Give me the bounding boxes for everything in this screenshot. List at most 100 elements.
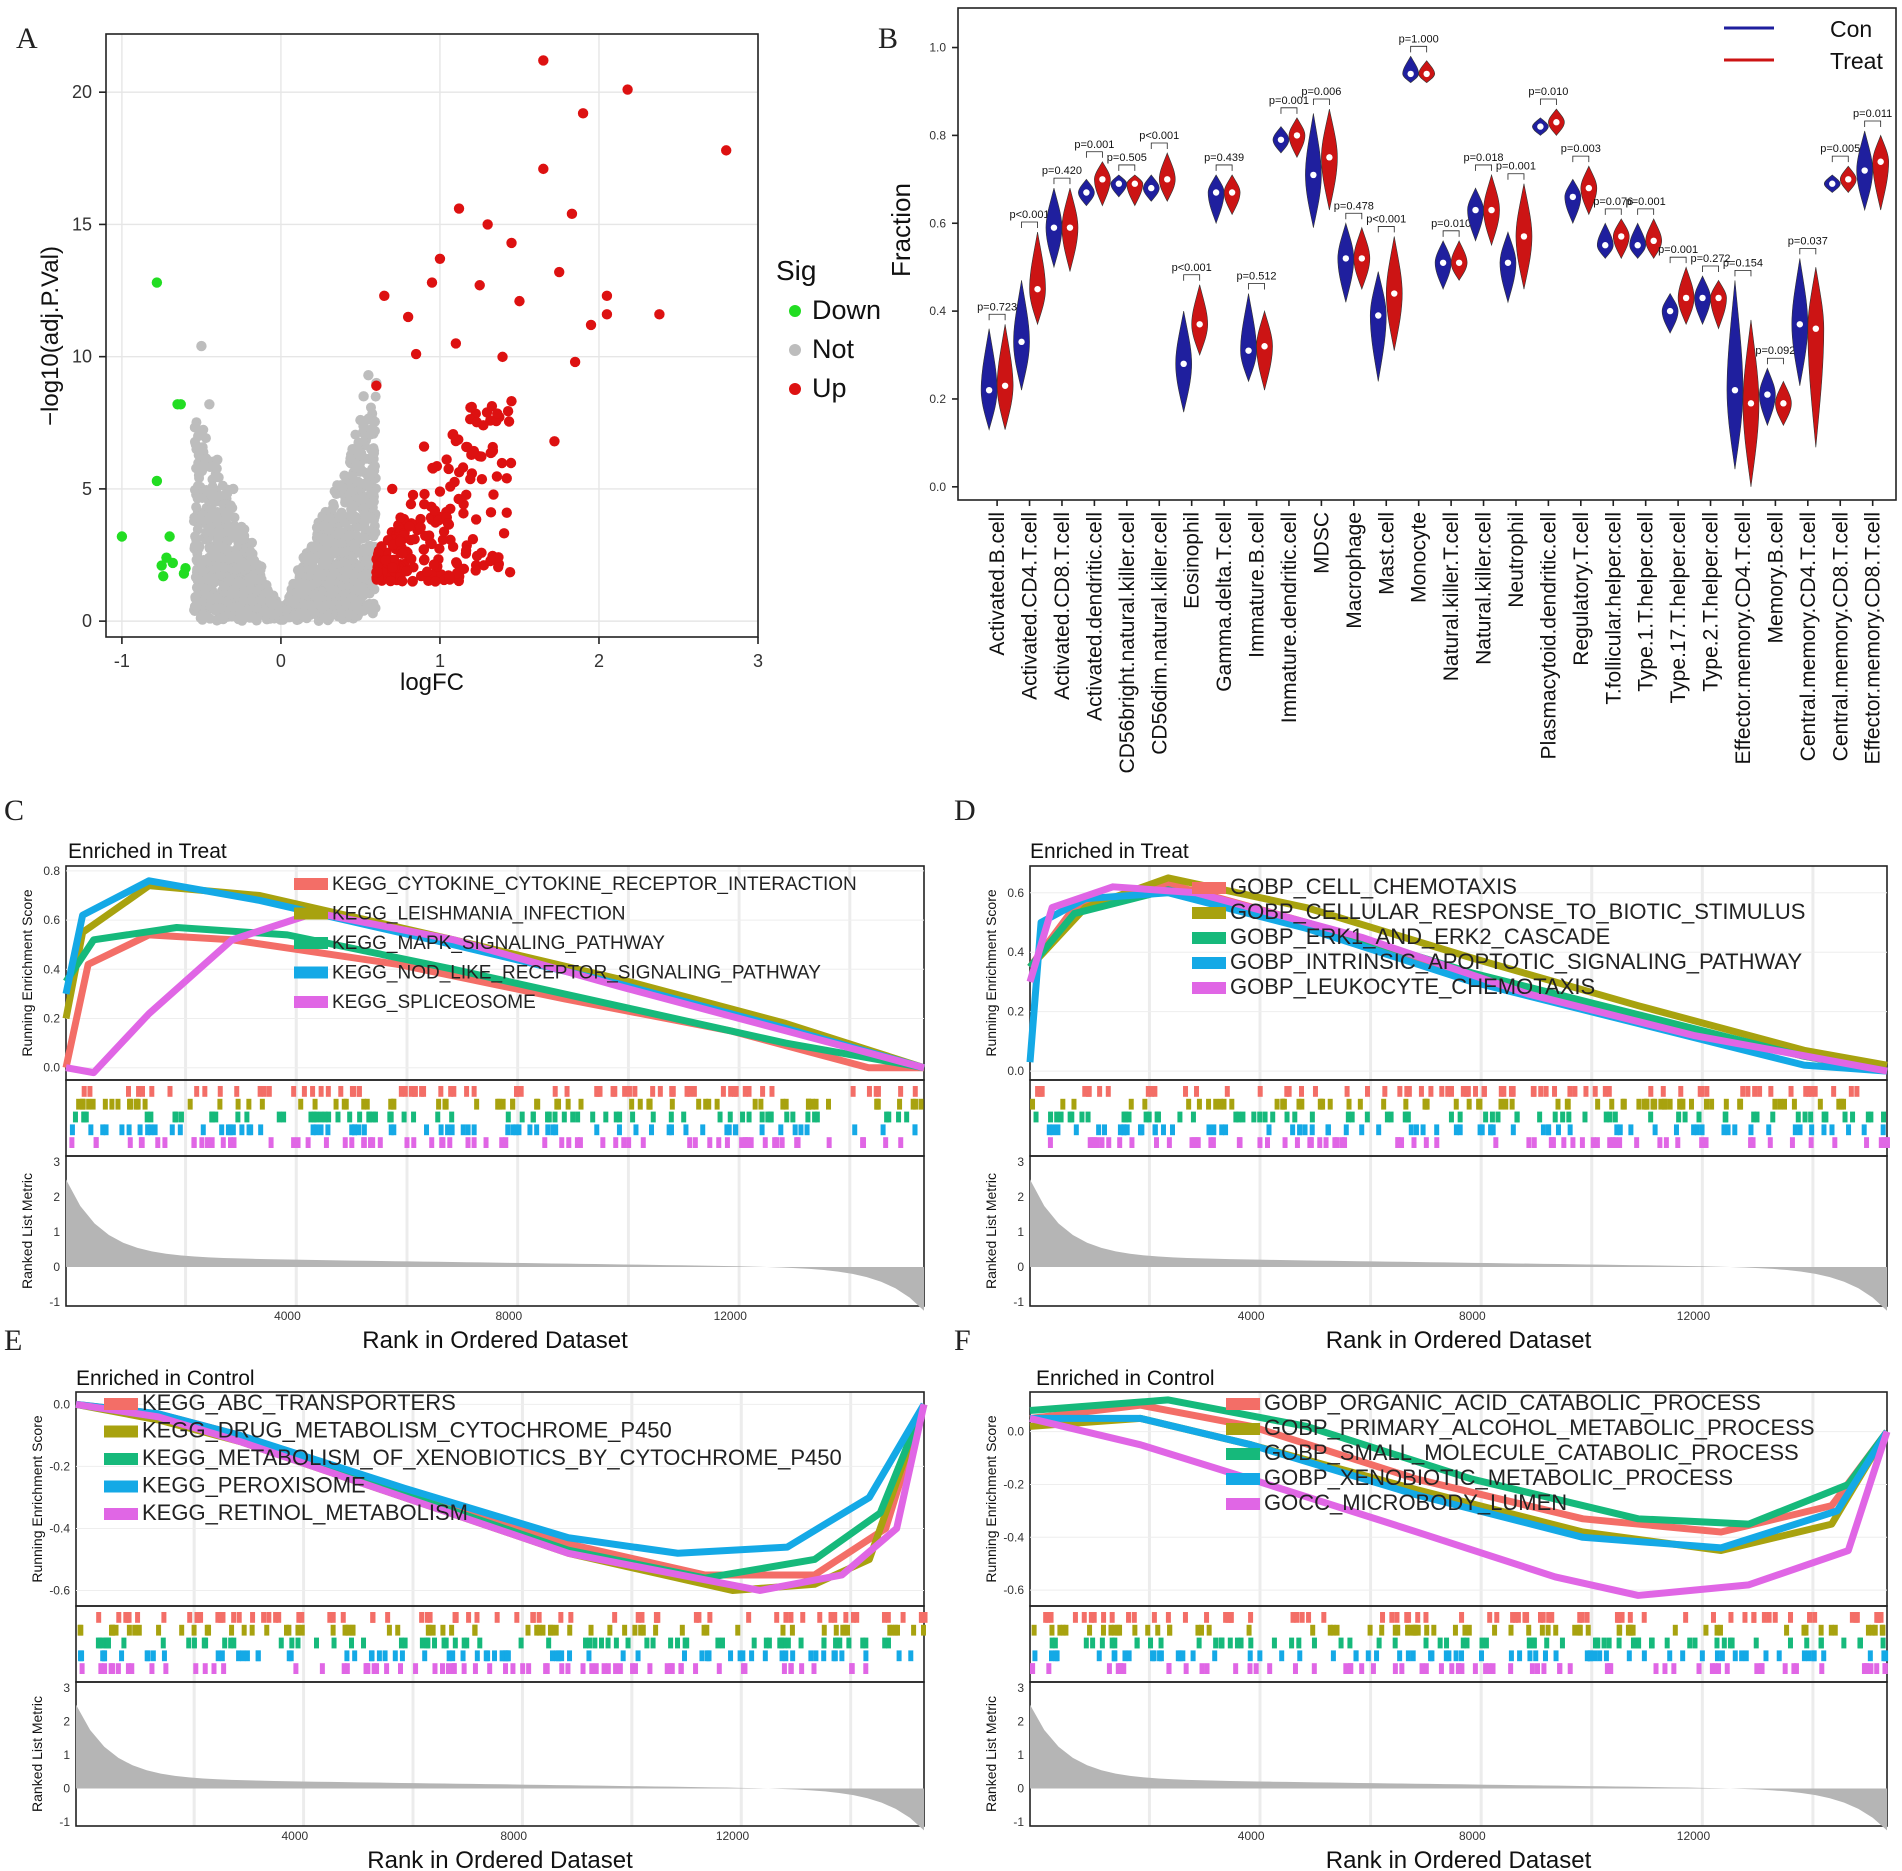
gene-hit-mark xyxy=(1299,1086,1305,1097)
gene-hit-mark xyxy=(1768,1086,1774,1097)
gene-hit-mark xyxy=(1182,1612,1188,1623)
gene-hit-mark xyxy=(1054,1111,1060,1123)
gene-hit-mark xyxy=(510,1098,516,1110)
pvalue-label: p=0.001 xyxy=(1269,95,1309,107)
violin-treat-median xyxy=(1164,176,1171,183)
violin-con-median xyxy=(1375,312,1382,319)
gene-hit-mark xyxy=(152,1124,158,1136)
gene-hit-mark xyxy=(144,1650,150,1662)
gene-hit-mark xyxy=(1627,1612,1633,1623)
gene-hit-mark xyxy=(850,1612,856,1623)
gene-hit-mark xyxy=(1766,1124,1772,1136)
gene-hit-mark xyxy=(1459,1663,1465,1674)
gene-hit-mark xyxy=(1617,1624,1623,1636)
gene-hit-mark xyxy=(1152,1086,1158,1097)
gene-hit-mark xyxy=(1046,1663,1052,1674)
gene-hit-mark xyxy=(1196,1098,1202,1110)
volcano-point-up xyxy=(421,566,433,577)
violin-con-median xyxy=(1764,391,1771,398)
gene-hit-mark xyxy=(97,1637,103,1649)
gene-hit-mark xyxy=(1739,1650,1745,1662)
gene-hit-mark xyxy=(760,1086,766,1097)
gene-hit-mark xyxy=(342,1137,348,1148)
gene-hit-mark xyxy=(1772,1612,1778,1623)
violin-con xyxy=(1207,174,1225,225)
gene-hit-mark xyxy=(1099,1137,1105,1148)
pvalue-label: p=0.512 xyxy=(1236,271,1276,283)
violin-treat xyxy=(1029,231,1046,326)
gene-hit-mark xyxy=(1346,1098,1352,1110)
gene-hit-mark xyxy=(286,1624,292,1636)
gene-hit-mark xyxy=(813,1650,819,1662)
violin-con xyxy=(1467,187,1484,242)
volcano-point-not xyxy=(215,490,226,501)
gsea-x-tick-label: 4000 xyxy=(274,1309,301,1323)
gene-hit-mark xyxy=(644,1637,650,1649)
volcano-point-up xyxy=(471,550,483,562)
gene-hit-mark xyxy=(1290,1124,1296,1136)
gene-hit-mark xyxy=(503,1663,509,1674)
gene-hit-mark xyxy=(1884,1137,1890,1148)
pvalue-label: p=0.154 xyxy=(1723,257,1763,269)
gene-hit-mark xyxy=(1648,1111,1654,1123)
volcano-point-not xyxy=(356,448,367,459)
gene-hit-mark xyxy=(1542,1650,1548,1662)
gene-hit-mark xyxy=(1318,1098,1324,1110)
gene-hit-mark xyxy=(740,1650,746,1662)
gene-hit-mark xyxy=(1664,1637,1670,1649)
gene-hit-mark xyxy=(1158,1650,1164,1662)
gene-hit-mark xyxy=(566,1137,572,1148)
volcano-point-not xyxy=(317,533,328,544)
violin-con-median xyxy=(1731,386,1739,394)
gene-hit-mark xyxy=(908,1650,914,1662)
gene-hit-mark xyxy=(471,1137,477,1148)
gene-hit-mark xyxy=(704,1650,710,1662)
violin-category-label: Natural.killer.cell xyxy=(1473,512,1496,665)
gene-hit-mark xyxy=(268,1137,274,1148)
gene-hit-mark xyxy=(201,1637,207,1649)
gene-hit-mark xyxy=(295,1624,301,1636)
gene-hit-mark xyxy=(647,1098,653,1110)
gsea-x-tick-label: 12000 xyxy=(1677,1309,1711,1323)
volcano-point-up xyxy=(380,555,391,566)
gene-hit-mark xyxy=(313,1124,319,1136)
volcano-point-not xyxy=(253,560,264,571)
volcano-point-not xyxy=(220,507,231,518)
pvalue-label: p=0.092 xyxy=(1755,345,1795,357)
violin-con-median xyxy=(1439,259,1447,266)
gene-hit-mark xyxy=(570,1111,576,1123)
gene-hit-mark xyxy=(1585,1624,1591,1636)
gene-hit-mark xyxy=(920,1624,926,1636)
volcano-point-not xyxy=(340,497,351,508)
gene-hit-mark xyxy=(670,1086,676,1097)
gene-hit-mark xyxy=(221,1663,227,1674)
gsea-legend-swatch xyxy=(104,1425,138,1438)
gene-hit-mark xyxy=(650,1111,656,1123)
gene-hit-mark xyxy=(1725,1124,1731,1136)
gene-hit-mark xyxy=(586,1650,592,1662)
pvalue-label: p=0.001 xyxy=(1496,161,1536,173)
panel-label-e: E xyxy=(4,1324,22,1357)
gene-hit-mark xyxy=(298,1098,304,1110)
gene-hit-mark xyxy=(526,1663,532,1674)
gene-hit-mark xyxy=(783,1650,789,1662)
volcano-point-up xyxy=(577,108,589,119)
gene-hit-mark xyxy=(391,1098,397,1110)
gene-hit-mark xyxy=(424,1612,430,1623)
gene-hit-mark xyxy=(1658,1098,1664,1110)
gene-hit-mark xyxy=(556,1650,562,1662)
gsea-title: Enriched in Treat xyxy=(68,840,227,863)
gene-hit-mark xyxy=(1199,1663,1205,1674)
volcano-point-not xyxy=(318,520,329,531)
gene-hit-mark xyxy=(1872,1624,1878,1636)
gene-hit-mark xyxy=(1671,1663,1677,1674)
volcano-point-up xyxy=(420,530,431,541)
gene-hit-mark xyxy=(1703,1137,1709,1148)
volcano-point-up xyxy=(601,309,613,320)
volcano-point-not xyxy=(319,544,330,555)
gene-hit-mark xyxy=(386,1624,392,1636)
gene-hit-mark xyxy=(1248,1637,1254,1649)
volcano-point-up xyxy=(538,163,549,175)
gene-hit-mark xyxy=(1791,1663,1797,1674)
